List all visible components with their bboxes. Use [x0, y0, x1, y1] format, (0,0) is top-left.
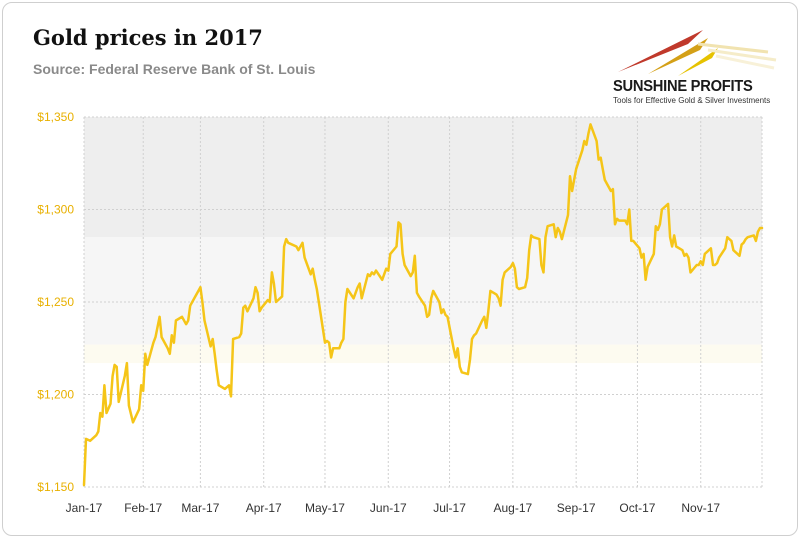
chart-title: Gold prices in 2017 [33, 25, 263, 50]
chart-subtitle: Source: Federal Reserve Bank of St. Loui… [33, 61, 316, 77]
brand-tagline: Tools for Effective Gold & Silver Invest… [613, 96, 771, 105]
plot-band-highlight [84, 344, 762, 364]
x-tick-label: Aug-17 [494, 501, 533, 515]
x-tick-label: Sep-17 [557, 501, 596, 515]
brand-name: SUNSHINE PROFITS [613, 78, 753, 95]
y-tick-label: $1,300 [37, 203, 74, 217]
y-tick-label: $1,350 [37, 110, 74, 124]
y-tick-label: $1,200 [37, 388, 74, 402]
y-tick-label: $1,150 [37, 480, 74, 494]
x-tick-label: Feb-17 [124, 501, 162, 515]
x-tick-label: Jul-17 [433, 501, 466, 515]
y-axis: $1,150 $1,200 $1,250 $1,300 $1,350 [37, 110, 74, 494]
plot-band-lower [84, 237, 762, 345]
x-tick-label: Apr-17 [246, 501, 282, 515]
x-tick-label: May-17 [305, 501, 345, 515]
gridlines [83, 116, 763, 488]
x-tick-label: Oct-17 [619, 501, 655, 515]
x-tick-label: Jan-17 [66, 501, 103, 515]
series-group [82, 123, 764, 487]
x-axis: Jan-17 Feb-17 Mar-17 Apr-17 May-17 Jun-17 Jul-… [66, 501, 721, 515]
series-line-gold-price [82, 123, 764, 487]
plot-band-upper [84, 117, 762, 238]
plot-background [84, 117, 762, 364]
x-tick-label: Mar-17 [181, 501, 219, 515]
sunshine-profits-logo-icon [618, 30, 777, 76]
y-tick-label: $1,250 [37, 295, 74, 309]
x-tick-label: Nov-17 [681, 501, 720, 515]
x-tick-label: Jun-17 [370, 501, 407, 515]
